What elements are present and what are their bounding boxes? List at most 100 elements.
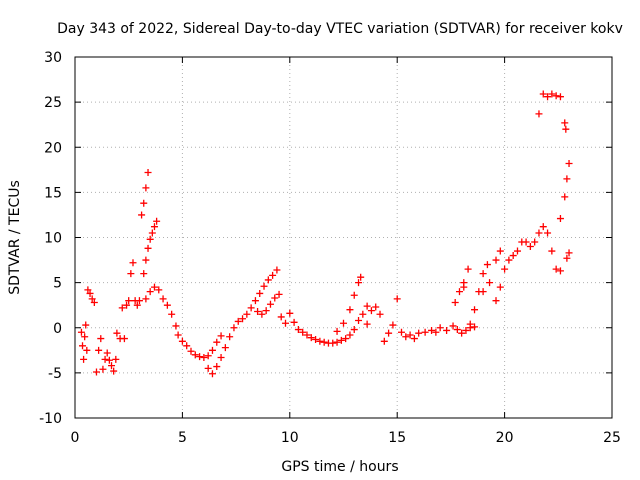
data-point [178, 337, 186, 345]
data-point [539, 90, 547, 98]
data-point [82, 321, 90, 329]
data-point [561, 119, 569, 127]
data-point [342, 335, 350, 343]
data-point [163, 301, 171, 309]
data-point [501, 265, 509, 273]
data-point [312, 335, 320, 343]
data-point [436, 324, 444, 332]
data-point [522, 238, 530, 246]
data-point [350, 326, 358, 334]
x-axis-label: GPS time / hours [281, 459, 398, 475]
data-point [103, 349, 111, 357]
x-tick-label: 10 [281, 430, 299, 446]
data-point [552, 92, 560, 100]
data-point [264, 276, 272, 284]
data-point [129, 259, 137, 267]
data-point [428, 326, 436, 334]
data-point [316, 337, 324, 345]
data-point [372, 303, 380, 311]
data-point [346, 331, 354, 339]
data-point [230, 324, 238, 332]
axis-ticks: 0 5 10 15 20 25 -10 -5 0 5 10 15 20 25 30 [39, 50, 621, 446]
data-point [95, 346, 103, 354]
data-point [135, 297, 143, 305]
data-point [350, 291, 358, 299]
data-point [385, 329, 393, 337]
data-point [513, 247, 521, 255]
data-point [548, 90, 556, 98]
x-tick-label: 0 [71, 430, 80, 446]
data-point [191, 351, 199, 359]
data-point [108, 362, 116, 370]
data-point [127, 270, 135, 278]
data-point [299, 328, 307, 336]
data-point [565, 249, 573, 257]
data-point [148, 229, 156, 237]
data-point [204, 364, 212, 372]
data-point [535, 229, 543, 237]
data-point [142, 295, 150, 303]
data-point [258, 310, 266, 318]
y-tick-label: 15 [44, 185, 62, 201]
data-point [266, 300, 274, 308]
data-point [146, 288, 154, 296]
data-point [496, 283, 504, 291]
data-point [471, 323, 479, 331]
data-point [150, 283, 158, 291]
y-tick-label: 10 [44, 231, 62, 247]
data-point [556, 93, 564, 101]
data-point [282, 319, 290, 327]
data-point [455, 288, 463, 296]
data-point [81, 333, 89, 341]
data-point [544, 229, 552, 237]
data-point [376, 310, 384, 318]
chart-title: Day 343 of 2022, Sidereal Day-to-day VTE… [57, 21, 623, 37]
data-point [200, 354, 208, 362]
data-point [168, 310, 176, 318]
data-point [84, 286, 92, 294]
data-point [155, 286, 163, 294]
data-point [140, 270, 148, 278]
data-point [290, 318, 298, 326]
data-point [561, 193, 569, 201]
data-point [99, 365, 107, 373]
data-point [479, 270, 487, 278]
data-point [303, 331, 311, 339]
data-point [92, 368, 100, 376]
data-point [443, 326, 451, 334]
data-point [183, 342, 191, 350]
x-tick-label: 25 [603, 430, 621, 446]
data-point [367, 307, 375, 315]
data-point [496, 247, 504, 255]
data-point [562, 125, 570, 133]
data-point [320, 338, 328, 346]
data-point [125, 297, 133, 305]
data-point [144, 169, 152, 177]
data-series-sdtvar [77, 90, 573, 378]
data-point [142, 184, 150, 192]
data-point [479, 288, 487, 296]
data-point [254, 308, 262, 316]
data-point [79, 342, 87, 350]
data-point [333, 338, 341, 346]
data-point [449, 322, 457, 330]
data-point [460, 283, 468, 291]
data-point [133, 301, 141, 309]
data-point [123, 301, 131, 309]
data-point [505, 256, 513, 264]
grid-lines [75, 57, 612, 418]
y-tick-label: 5 [53, 276, 62, 292]
data-point [535, 110, 543, 118]
data-point [389, 321, 397, 329]
data-point [464, 265, 472, 273]
data-point [363, 320, 371, 328]
x-tick-label: 20 [496, 430, 514, 446]
data-point [208, 346, 216, 354]
data-point [402, 333, 410, 341]
data-point [112, 355, 120, 363]
y-tick-label: -5 [48, 366, 62, 382]
data-point [548, 247, 556, 255]
data-point [213, 338, 221, 346]
data-point [260, 282, 268, 290]
data-point [153, 217, 161, 225]
